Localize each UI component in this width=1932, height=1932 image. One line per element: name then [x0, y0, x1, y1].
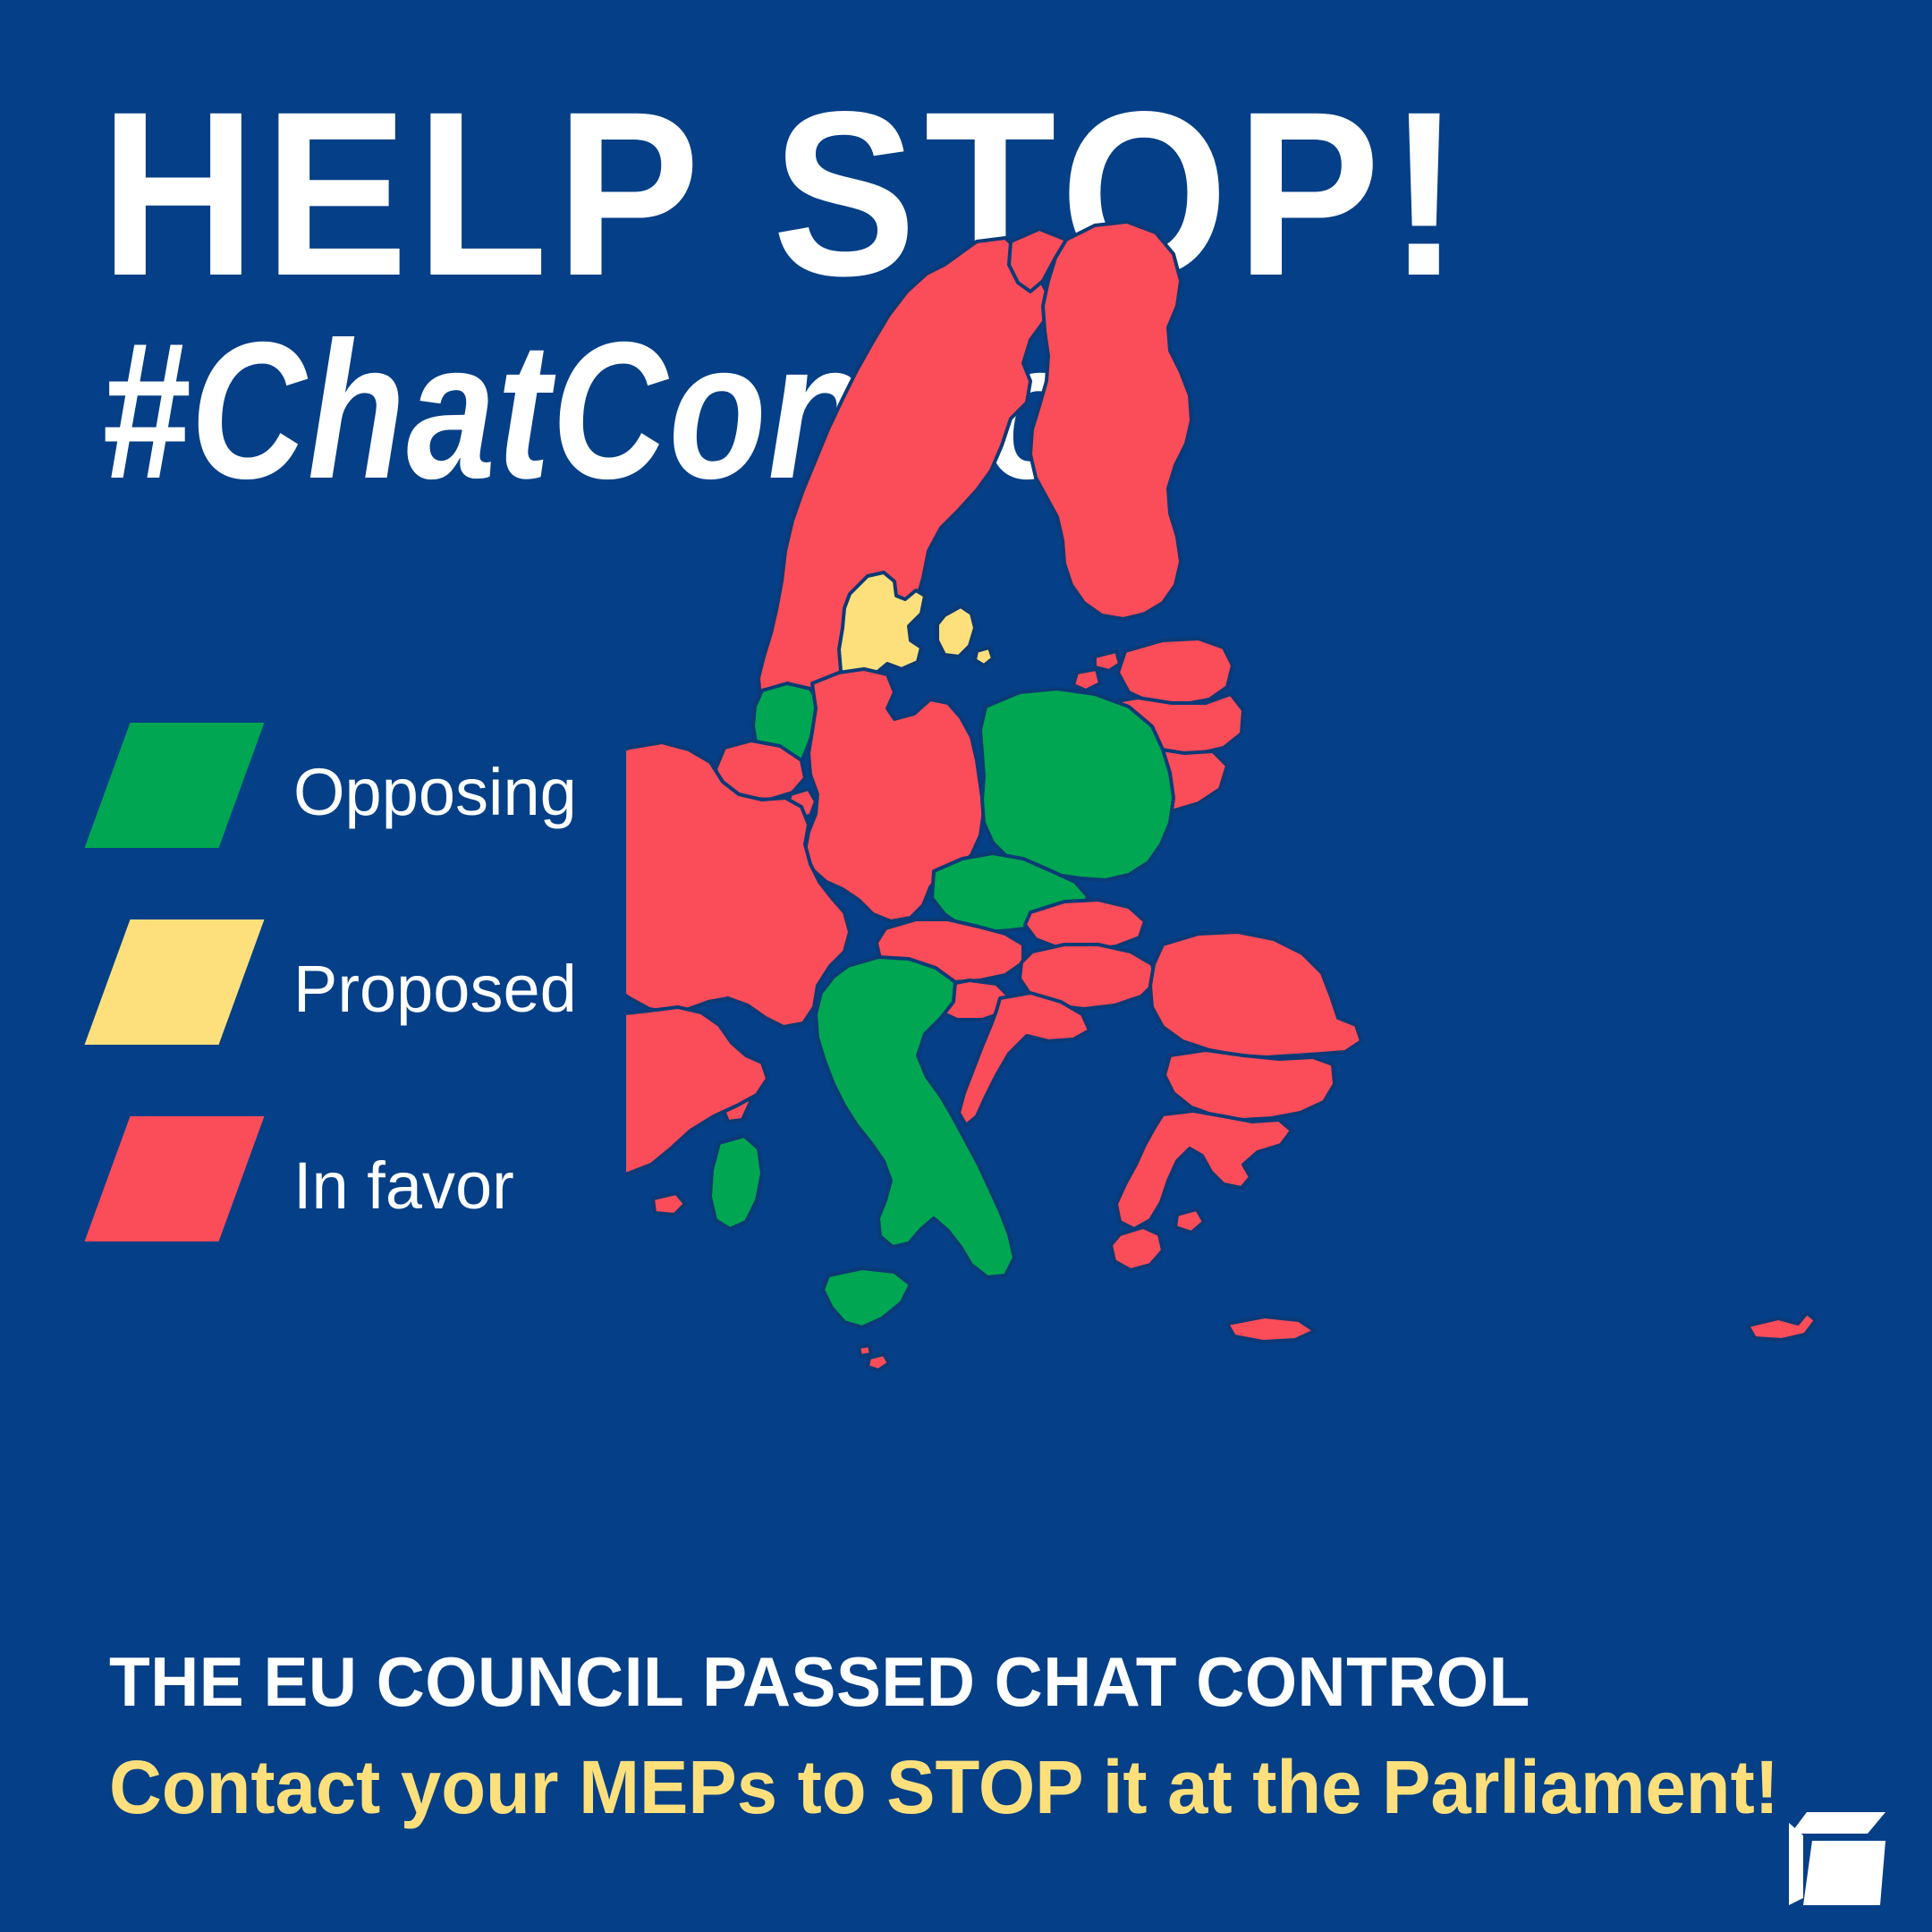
brand-logo[interactable]	[1767, 1805, 1885, 1912]
eu-stance-map	[626, 206, 1932, 1708]
country-bulgaria	[1163, 1048, 1336, 1122]
legend-label-in-favor: In favor	[293, 1148, 514, 1223]
country-greece-peloponnese	[1109, 1225, 1165, 1272]
footer-headline: THE EU COUNCIL PASSED CHAT CONTROL	[109, 1641, 1530, 1721]
country-slovakia	[1023, 898, 1147, 952]
legend-swatch-opposing	[84, 723, 265, 848]
island-balearics	[651, 1191, 687, 1216]
country-cyprus	[1746, 1311, 1818, 1342]
footer-call-to-action: Contact your MEPs to STOP it at the Parl…	[109, 1744, 1779, 1829]
legend-swatch-in-favor	[84, 1116, 265, 1241]
legend-item-in-favor: In favor	[84, 1100, 577, 1258]
legend-item-proposed: Proposed	[84, 903, 577, 1061]
country-spain	[626, 1005, 769, 1176]
country-greece-crete	[1225, 1315, 1317, 1343]
legend-label-opposing: Opposing	[293, 755, 577, 829]
country-malta	[866, 1352, 891, 1372]
country-romania	[1148, 930, 1363, 1059]
country-poland	[979, 687, 1175, 882]
map-legend: Opposing Proposed In favor	[84, 707, 577, 1297]
country-france	[626, 741, 852, 1029]
country-finland	[1029, 220, 1193, 621]
country-greece-islet	[1174, 1208, 1206, 1234]
legend-swatch-proposed	[84, 919, 265, 1045]
country-italy-sardinia	[708, 1134, 764, 1231]
legend-item-opposing: Opposing	[84, 707, 577, 864]
country-estonia-island	[1093, 649, 1122, 673]
country-finland-northwest	[1007, 227, 1068, 293]
country-denmark-islet	[973, 646, 995, 667]
country-estonia-island-2	[1072, 667, 1102, 692]
country-italy-sicily	[821, 1267, 912, 1329]
country-malta-gozo	[857, 1343, 873, 1358]
country-denmark-zealand	[936, 605, 977, 658]
headline-line-1: HELP STOP!	[100, 63, 1469, 325]
legend-label-proposed: Proposed	[293, 952, 577, 1026]
country-croatia	[957, 991, 1091, 1127]
country-denmark	[837, 571, 927, 698]
footer-block: THE EU COUNCIL PASSED CHAT CONTROL Conta…	[109, 1641, 1835, 1829]
country-hungary	[1018, 943, 1157, 1011]
cube-logo-icon	[1789, 1812, 1885, 1905]
country-italy	[814, 955, 1016, 1279]
country-estonia	[1116, 637, 1234, 707]
eu-map-svg	[626, 220, 1818, 1372]
country-greece	[1114, 1109, 1293, 1231]
